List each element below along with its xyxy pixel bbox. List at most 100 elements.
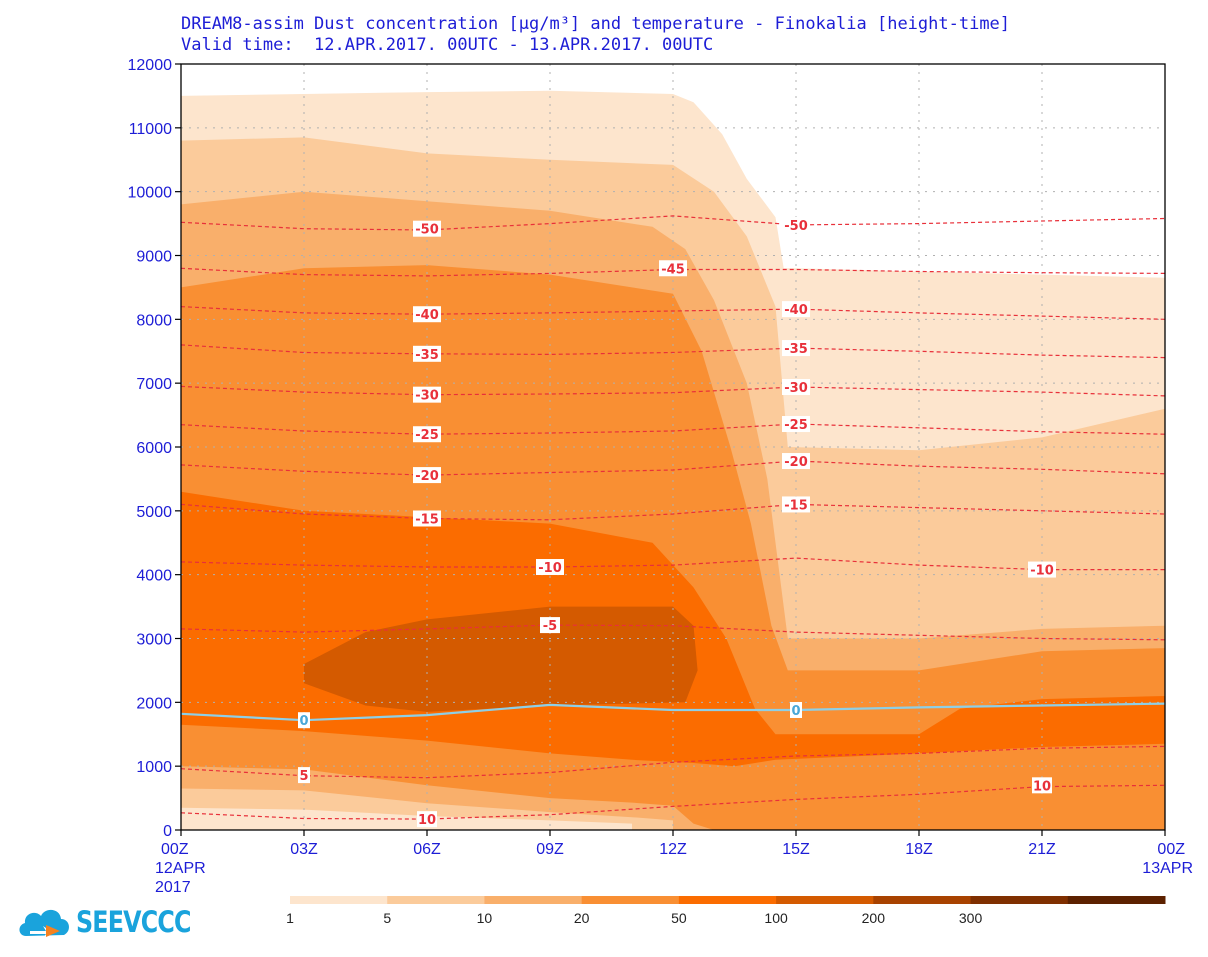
contour-label-box (782, 453, 810, 470)
contour-label: -10 (1030, 564, 1054, 579)
y-tick-label: 6000 (136, 440, 172, 457)
contour-label-box (298, 712, 310, 729)
colorbar-swatch (776, 896, 874, 904)
contour-label-box (790, 701, 802, 718)
contour-label-box (1028, 561, 1056, 578)
x-tick-label: 18Z (905, 841, 933, 858)
contour-label: -25 (415, 428, 439, 443)
x-tick-label: 12Z (659, 841, 687, 858)
x-date-label-end: 13APR (1142, 860, 1193, 877)
colorbar-tick-label: 20 (574, 910, 590, 926)
y-tick-label: 5000 (136, 504, 172, 521)
contour-label: 0 (299, 714, 308, 729)
cloud-icon (19, 909, 70, 938)
contour-label-box (413, 467, 441, 484)
contour-label-box (540, 617, 560, 634)
contour-label: 5 (299, 769, 308, 784)
colorbar-tick-label: 200 (862, 910, 886, 926)
contour-label-box (782, 340, 810, 357)
isotherm--15 (181, 503, 1165, 521)
contour-label-box (413, 345, 441, 362)
contour-label: -35 (784, 342, 808, 357)
seevccc-logo (19, 909, 70, 938)
contour-label: -30 (415, 389, 439, 404)
x-tick-label: 06Z (413, 841, 441, 858)
contour-label: -10 (538, 561, 562, 576)
contour-label-box (413, 510, 441, 527)
colorbar-tick-label: 100 (764, 910, 788, 926)
contour-label: -35 (415, 348, 439, 363)
contour-label-box (782, 416, 810, 433)
isotherm--50 (181, 215, 1165, 231)
x-tick-label: 00Z (161, 841, 189, 858)
colorbar-swatch (290, 896, 388, 904)
contour-label: 0 (791, 704, 800, 719)
temperature-contour-labels: -50 -50-45-40 -40-35 -35-30-30-25-25-20-20-… (298, 216, 1056, 828)
y-tick-label: 8000 (136, 312, 172, 329)
contour-label: -50 (784, 219, 808, 234)
colorbar-swatch (678, 896, 777, 904)
contour-label-box (298, 767, 310, 784)
colorbar-swatch (387, 896, 485, 904)
contour-label: 10 (1033, 779, 1051, 794)
x-tick-label: 21Z (1028, 841, 1056, 858)
contour-label-box (413, 426, 441, 443)
y-tick-label: 12000 (128, 57, 173, 74)
x-tick-label: 03Z (290, 841, 318, 858)
isotherm-5 (181, 745, 1165, 779)
colorbar-tick-label: 1 (286, 910, 294, 926)
y-tick-label: 1000 (136, 759, 172, 776)
colorbar-swatch (873, 896, 972, 904)
contour-label: 10 (418, 813, 436, 828)
contour-label: -50 (415, 223, 439, 238)
y-tick-label: 7000 (136, 376, 172, 393)
contour-label: -40 (784, 303, 808, 318)
contour-label-box (413, 306, 441, 323)
contour-label: -40 (415, 308, 439, 323)
contour-label: -5 (543, 619, 557, 634)
isotherm--25 (181, 423, 1165, 435)
dust-band-100-5 (304, 606, 698, 712)
x-date-label-start: 12APR (155, 860, 206, 877)
contour-label-box (659, 260, 687, 277)
contour-label-box (417, 811, 437, 828)
y-tick-label: 0 (163, 823, 172, 840)
contour-label: -20 (415, 469, 439, 484)
contour-label-box (413, 220, 441, 237)
colorbar-swatch (484, 896, 583, 904)
contour-label-box (536, 559, 564, 576)
isotherm-0 (181, 702, 1165, 722)
x-tick-label: 15Z (782, 841, 810, 858)
y-tick-label: 2000 (136, 695, 172, 712)
contour-label-box (782, 496, 810, 513)
colorbar: 1 5 10 20 50 100 200 300 (286, 896, 1166, 926)
contour-label-box (413, 386, 441, 403)
colorbar-tick-label: 10 (477, 910, 493, 926)
x-date-label-start: 2017 (155, 879, 191, 896)
isotherm--30 (181, 385, 1165, 397)
isotherm--40 (181, 306, 1165, 320)
colorbar-swatch (1067, 896, 1166, 904)
contour-label: -30 (784, 381, 808, 396)
y-tick-label: 3000 (136, 632, 172, 649)
isotherm--20 (181, 460, 1165, 476)
chart-title: DREAM8-assim Dust concentration [μg/m³] … (181, 14, 1011, 34)
contour-label-box (782, 301, 810, 318)
colorbar-swatch (970, 896, 1069, 904)
colorbar-tick-label: 300 (959, 910, 983, 926)
contour-label-box (1032, 777, 1052, 794)
contour-label: -45 (661, 262, 685, 277)
temperature-contours (181, 215, 1165, 820)
y-tick-label: 4000 (136, 568, 172, 585)
colorbar-swatch (581, 896, 680, 904)
x-tick-label: 00Z (1157, 841, 1185, 858)
x-tick-label: 09Z (536, 841, 564, 858)
colorbar-tick-label: 5 (383, 910, 391, 926)
colorbar-tick-label: 50 (671, 910, 687, 926)
isotherm--35 (181, 344, 1165, 359)
contour-label: -15 (415, 512, 439, 527)
contour-label: -15 (784, 498, 808, 513)
contour-label-box (782, 216, 810, 233)
contour-label: -25 (784, 418, 808, 433)
